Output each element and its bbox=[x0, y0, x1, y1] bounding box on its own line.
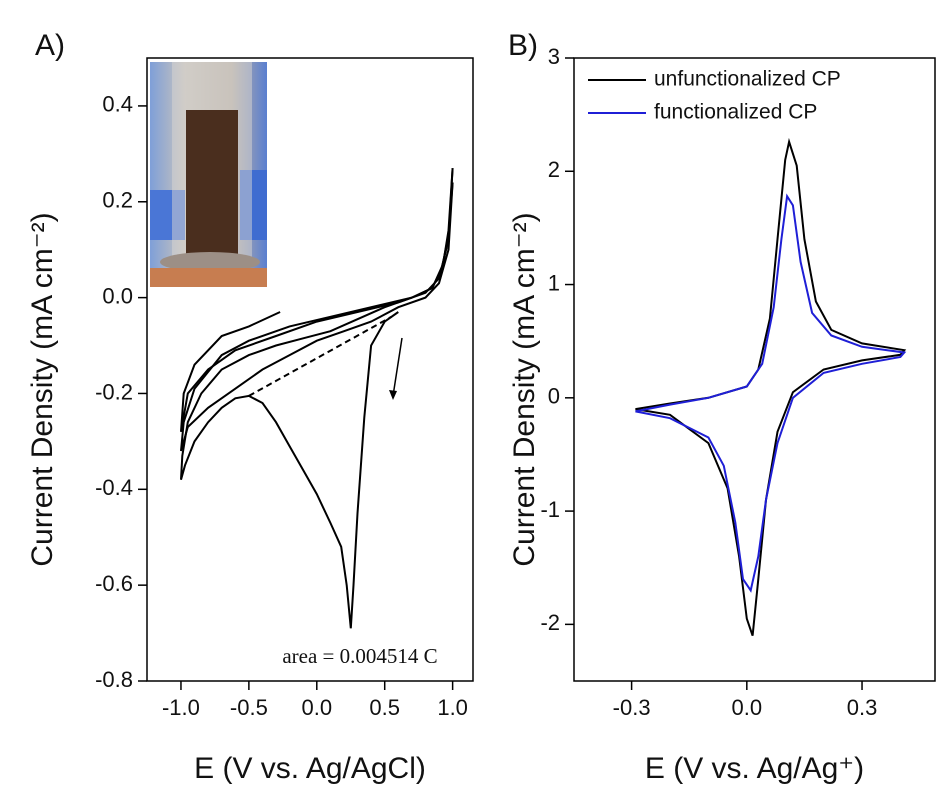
direction-arrow bbox=[389, 337, 403, 400]
plot-frame bbox=[573, 57, 936, 682]
plot-frame bbox=[146, 57, 474, 682]
panel-label: A) bbox=[35, 29, 65, 62]
y-tick-label: 0 bbox=[548, 384, 560, 409]
y-tick-label: 0.2 bbox=[102, 188, 133, 213]
x-tick-label: 1.0 bbox=[437, 695, 468, 720]
x-axis-label: E (V vs. Ag/Ag⁺) bbox=[645, 752, 864, 785]
data-line bbox=[180, 182, 454, 629]
x-tick-label: -1.0 bbox=[162, 695, 200, 720]
data-line bbox=[635, 137, 907, 637]
x-tick-label: -0.5 bbox=[230, 695, 268, 720]
y-axis-label: Current Density (mA cm⁻²) bbox=[26, 212, 59, 566]
y-tick-label: 2 bbox=[548, 157, 560, 182]
y-tick-label: 0.0 bbox=[102, 283, 133, 308]
x-tick-label: 0.5 bbox=[369, 695, 400, 720]
x-tick-label: 0.3 bbox=[847, 695, 878, 720]
y-tick-label: -2 bbox=[540, 610, 560, 635]
data-line bbox=[180, 168, 454, 432]
x-axis-label: E (V vs. Ag/AgCl) bbox=[194, 752, 426, 785]
y-tick-label: -0.2 bbox=[95, 379, 133, 404]
x-tick-label: 0.0 bbox=[301, 695, 332, 720]
data-line bbox=[248, 315, 392, 397]
data-line bbox=[635, 193, 907, 593]
y-tick-label: -0.8 bbox=[95, 667, 133, 692]
x-tick-label: 0.0 bbox=[732, 695, 763, 720]
legend-label: unfunctionalized CP bbox=[654, 68, 841, 91]
annotation: area = 0.004514 C bbox=[282, 644, 437, 668]
y-tick-label: 0.4 bbox=[102, 92, 133, 117]
panel-label: B) bbox=[508, 29, 538, 62]
legend-label: functionalized CP bbox=[654, 101, 817, 124]
inset-photo bbox=[150, 62, 267, 287]
x-tick-label: -0.3 bbox=[613, 695, 651, 720]
y-tick-label: -0.6 bbox=[95, 571, 133, 596]
y-tick-label: -0.4 bbox=[95, 475, 133, 500]
y-tick-label: -1 bbox=[540, 497, 560, 522]
y-tick-label: 1 bbox=[548, 270, 560, 295]
y-tick-label: 3 bbox=[548, 44, 560, 69]
y-axis-label: Current Density (mA cm⁻²) bbox=[508, 212, 541, 566]
